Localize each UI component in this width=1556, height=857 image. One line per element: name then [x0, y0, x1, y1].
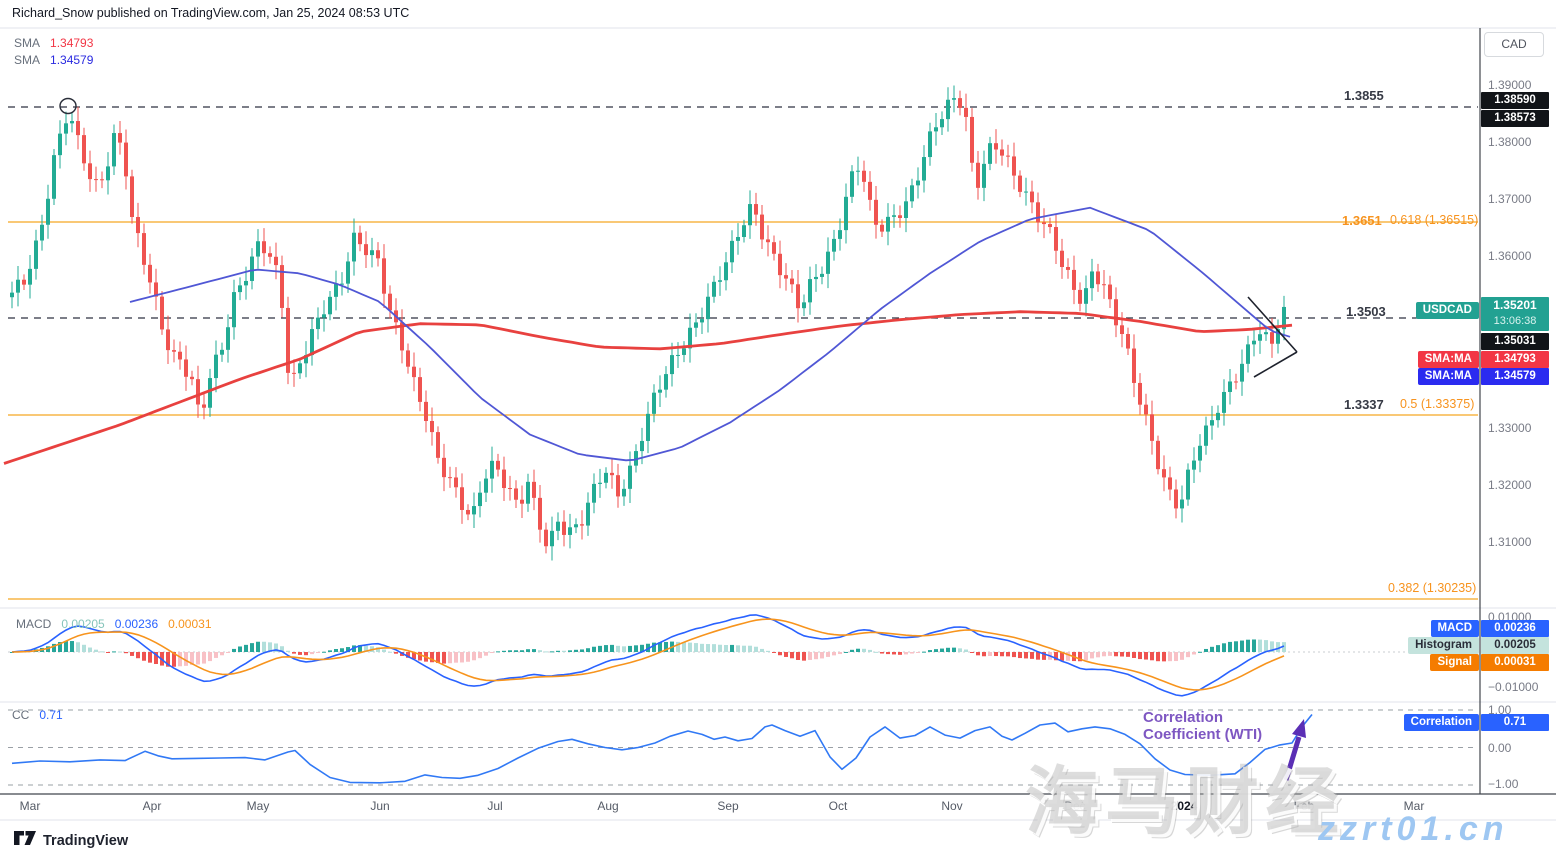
axis-tick: 1.36000: [1488, 249, 1532, 264]
annotation-line2: Coefficient (WTI): [1143, 726, 1263, 743]
time-label: Jun: [370, 799, 390, 813]
time-label: Aug: [597, 799, 619, 813]
countdown-timer: 13:06:38: [1493, 315, 1537, 327]
time-label: 2024: [1170, 799, 1198, 813]
time-label: Mar: [1403, 799, 1425, 813]
macd-signal-value: 0.00031: [168, 617, 212, 631]
level-label-13337: 1.3337: [1344, 397, 1384, 412]
time-label: Dec: [1064, 799, 1086, 813]
axis-tick: 1.38000: [1488, 135, 1532, 149]
macd-tag: MACD: [1430, 620, 1479, 637]
prev-close-box: 1.35031: [1481, 333, 1549, 350]
fib-382-label[interactable]: 0.382 (1.30235): [1388, 581, 1477, 595]
axis-tick: 1.32000: [1488, 477, 1532, 492]
axis-tick: 1.00: [1488, 703, 1512, 717]
tradingview-logo-icon: [14, 831, 36, 850]
time-label: Oct: [828, 799, 848, 813]
high-price-box-1: 1.38590: [1481, 92, 1549, 109]
cc-header[interactable]: CC 0.71: [12, 708, 73, 722]
time-label: Apr: [142, 799, 162, 813]
sma-fast-tag: SMA:MA: [1417, 351, 1479, 368]
time-label: Nov: [941, 799, 963, 813]
sma-slow-value-box: 1.34579: [1481, 368, 1549, 385]
annotation-correlation-wti: Correlation Coefficient (WTI): [1143, 709, 1262, 743]
axis-tick: 0.00: [1488, 741, 1512, 755]
legend-sma-slow[interactable]: SMA 1.34579: [14, 53, 93, 67]
high-price-box-2: 1.38573: [1481, 110, 1549, 127]
sma-slow-value: 1.34579: [50, 53, 94, 67]
axis-tick: 1.39000: [1488, 77, 1532, 92]
axis-tick: −1.00: [1488, 777, 1519, 791]
last-price-box: 1.35201 13:06:38: [1481, 297, 1549, 331]
currency-button-cad[interactable]: CAD: [1484, 32, 1544, 57]
publish-header: Richard_Snow published on TradingView.co…: [12, 6, 410, 20]
level-label-13503: 1.3503: [1346, 304, 1386, 319]
signal-tag: Signal: [1430, 654, 1479, 671]
annotation-line1: Correlation: [1143, 709, 1224, 726]
cc-value: 0.71: [39, 708, 63, 722]
usdcad-symbol-tag: USDCAD: [1415, 302, 1479, 319]
fib-618-label[interactable]: 0.618 (1.36515): [1390, 213, 1479, 227]
level-label-13855: 1.3855: [1344, 88, 1384, 103]
time-label: Jul: [487, 799, 503, 813]
cc-title: CC: [12, 708, 30, 722]
sma-slow-label: SMA: [14, 53, 41, 67]
tradingview-brand: TradingView: [43, 832, 129, 849]
axis-tick: 1.31000: [1488, 534, 1532, 549]
axis-tick: −0.01000: [1488, 680, 1539, 694]
tradingview-footer[interactable]: TradingView: [14, 831, 128, 850]
axis-tick: 1.33000: [1488, 420, 1532, 435]
correlation-value-box: 0.71: [1481, 714, 1549, 731]
sma-slow-tag: SMA:MA: [1417, 368, 1479, 385]
time-label: May: [246, 799, 270, 813]
histogram-tag: Histogram: [1408, 637, 1479, 654]
level-label-13651: 1.3651: [1342, 213, 1382, 228]
correlation-tag: Correlation: [1403, 714, 1479, 731]
macd-line-value: 0.00236: [114, 617, 159, 631]
time-label: Sep: [717, 799, 739, 813]
sma-fast-label: SMA: [14, 36, 41, 50]
macd-value-box: 0.00236: [1481, 620, 1549, 637]
time-axis[interactable]: Mar Apr May Jun Jul Aug Sep Oct Nov Dec 2024 Feb Mar: [0, 794, 1480, 820]
sma-fast-value-box: 1.34793: [1481, 351, 1549, 368]
sma-fast-value: 1.34793: [50, 36, 94, 50]
macd-title: MACD: [16, 617, 52, 631]
histogram-value-box: 0.00205: [1481, 637, 1549, 654]
signal-value-box: 0.00031: [1481, 654, 1549, 671]
last-price: 1.35201: [1493, 298, 1537, 312]
axis-tick: 1.37000: [1488, 192, 1532, 207]
macd-header[interactable]: MACD 0.00205 0.00236 0.00031: [16, 617, 222, 631]
time-label: Feb: [1293, 799, 1315, 813]
macd-hist-value: 0.00205: [61, 617, 105, 631]
fib-50-label[interactable]: 0.5 (1.33375): [1400, 397, 1475, 411]
time-label: Mar: [19, 799, 41, 813]
legend-sma-fast[interactable]: SMA 1.34793: [14, 36, 93, 50]
